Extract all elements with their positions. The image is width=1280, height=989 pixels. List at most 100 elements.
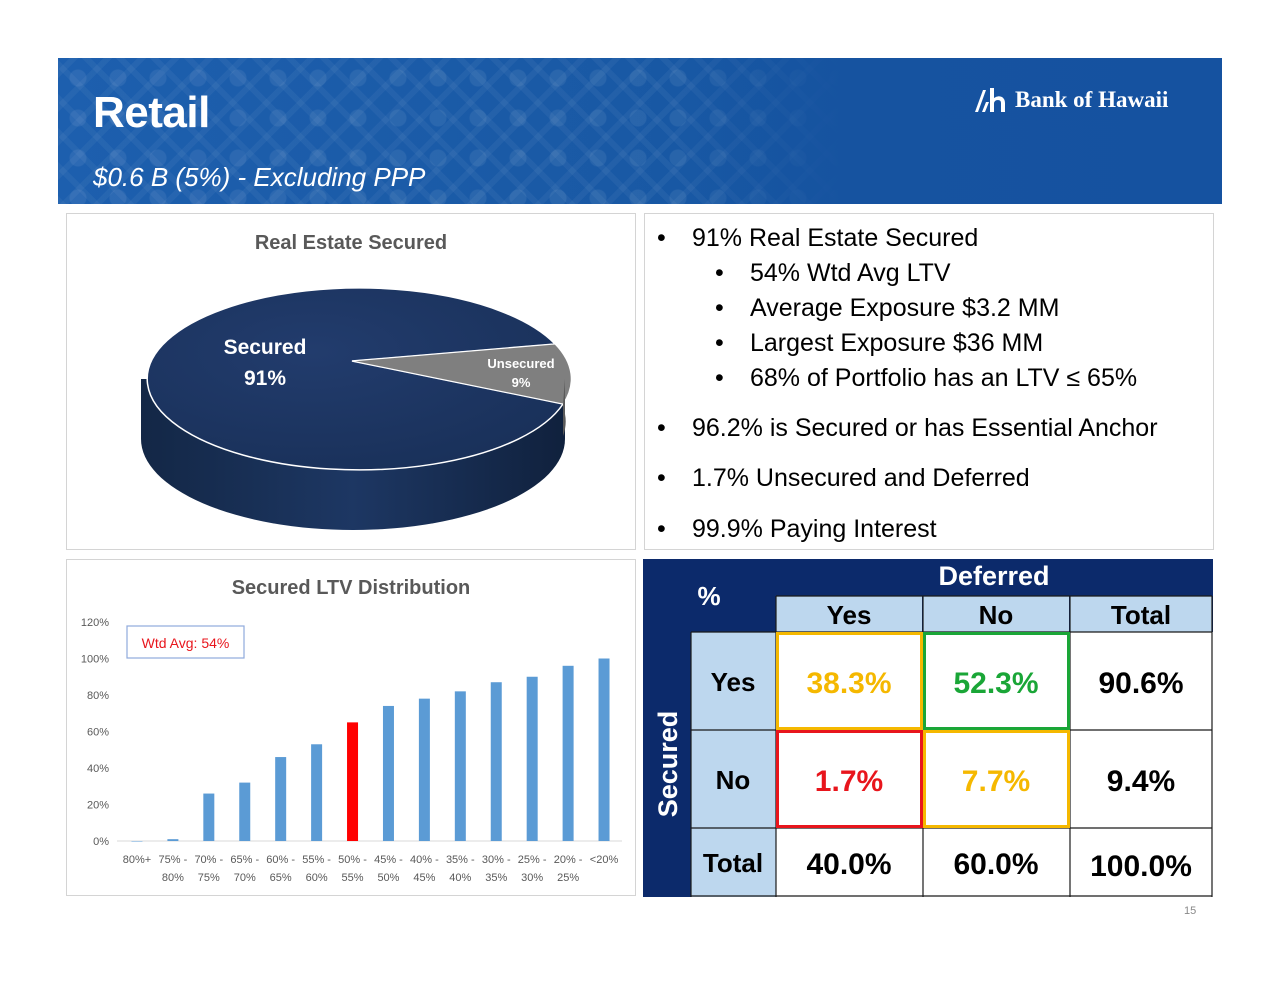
y-axis-ticks: 0% 20% 40% 60% 80% 100% 120%: [81, 617, 109, 848]
pie-chart: Real Estate Secured Secured 91% Unsecure…: [141, 232, 572, 530]
bullet-dot: •: [657, 515, 666, 543]
row-header-total: Total: [703, 848, 763, 878]
x-tick-label-top: 70% -: [194, 854, 223, 866]
bar-13: [598, 658, 610, 841]
bullet-dot: •: [657, 464, 666, 492]
cell-total-deferred-no: 60.0%: [953, 848, 1038, 881]
y-tick-label: 20%: [87, 800, 109, 812]
col-header-no-bg: [923, 596, 1069, 632]
wtd-avg-annotation-box: [126, 625, 245, 659]
bar-11: [526, 676, 538, 841]
row-header-yes: Yes: [711, 667, 756, 697]
col-header-yes-bg: [776, 596, 922, 632]
bullet-dot: •: [657, 414, 666, 442]
bullet-text: 54% Wtd Avg LTV: [750, 259, 951, 287]
cell-secured-yes-deferred-no: 52.3%: [953, 667, 1038, 700]
col-header-no: No: [979, 600, 1014, 630]
bullet-text: 68% of Portfolio has an LTV ≤ 65%: [750, 364, 1138, 392]
bullet-dot: •: [715, 259, 724, 287]
x-tick-label-top: 55% -: [302, 854, 331, 866]
y-tick-label: 0%: [93, 836, 109, 848]
row-header-no-bg: [691, 730, 776, 828]
x-tick-label-top: 40% -: [410, 854, 439, 866]
table-corner-label: %: [697, 581, 720, 611]
x-tick-label-bottom: 50%: [377, 872, 399, 884]
cell-total-total: 100.0%: [1090, 850, 1192, 883]
bar-chart-title: Secured LTV Distribution: [232, 577, 471, 599]
bullet-text: 99.9% Paying Interest: [692, 515, 937, 543]
bullet-dot: •: [715, 364, 724, 392]
col-header-yes: Yes: [827, 600, 872, 630]
bar-6: [347, 722, 359, 841]
bullet-text: 1.7% Unsecured and Deferred: [692, 464, 1030, 492]
bar-5: [311, 744, 323, 841]
bullet-dot: •: [657, 224, 666, 252]
page-subtitle: $0.6 B (5%) - Excluding PPP: [93, 162, 426, 192]
page-title: Retail: [93, 88, 210, 137]
pie-slice-unsecured-side: [563, 379, 566, 436]
pie-chart-panel: Real Estate Secured Secured 91% Unsecure…: [66, 213, 636, 550]
bar-9: [454, 691, 466, 841]
bullet-dot: •: [715, 294, 724, 322]
y-tick-label: 60%: [87, 727, 109, 739]
cell-total-deferred-yes: 40.0%: [806, 848, 891, 881]
table-secured-header: Secured: [653, 711, 683, 818]
key-points-panel: • 91% Real Estate Secured • 54% Wtd Avg …: [644, 213, 1214, 550]
table-deferred-header: Deferred: [938, 561, 1049, 591]
x-tick-label-bottom: 80%: [162, 872, 184, 884]
cell-border-red: [776, 730, 923, 828]
x-tick-label-bottom: 40%: [449, 872, 471, 884]
x-tick-label-top: 60% -: [266, 854, 295, 866]
pie-value-unsecured: 9%: [512, 375, 531, 390]
x-tick-label-top: 50% -: [338, 854, 367, 866]
y-tick-label: 40%: [87, 763, 109, 775]
x-tick-label-top: 20% -: [554, 854, 583, 866]
pie-title: Real Estate Secured: [255, 232, 447, 254]
bar-chart-panel: Secured LTV Distribution Wtd Avg: 54% 0%…: [66, 559, 636, 896]
bullet-text: Largest Exposure $36 MM: [750, 329, 1044, 357]
cell-secured-no-deferred-yes: 1.7%: [815, 765, 883, 798]
pie-label-secured: Secured: [224, 336, 307, 359]
bar-4: [275, 757, 287, 841]
x-tick-label-top: 35% -: [446, 854, 475, 866]
col-header-total: Total: [1111, 600, 1171, 630]
bank-logo: Bank of Hawaii: [973, 86, 1168, 114]
x-tick-label-bottom: 35%: [485, 872, 507, 884]
y-tick-label: 80%: [87, 690, 109, 702]
bar-0: [131, 841, 143, 842]
page-number: 15: [1184, 905, 1197, 917]
x-tick-label-bottom: 75%: [198, 872, 220, 884]
table-row-group-bg: [643, 559, 691, 897]
cell-border-yellow: [923, 730, 1070, 828]
bar-7: [382, 705, 394, 841]
bank-of-hawaii-logo-icon: [975, 88, 1005, 112]
row-header-total-bg: [691, 828, 776, 897]
x-tick-label-top: 80%+: [123, 854, 151, 866]
bar-series: [131, 658, 610, 842]
pie-value-secured: 91%: [244, 367, 286, 390]
cell-secured-yes-deferred-yes: 38.3%: [806, 667, 891, 700]
deferred-secured-table: % Deferred Yes No Total Secured Yes No T…: [643, 559, 1213, 897]
header-banner: Retail $0.6 B (5%) - Excluding PPP Bank …: [58, 58, 1222, 204]
cell-border-green: [923, 632, 1070, 730]
bar-1: [167, 839, 179, 841]
x-tick-label-bottom: 70%: [234, 872, 256, 884]
x-tick-label-bottom: 30%: [521, 872, 543, 884]
x-tick-label-bottom: 65%: [270, 872, 292, 884]
logo-text: Bank of Hawaii: [1015, 87, 1169, 112]
cell-secured-no-total: 9.4%: [1107, 765, 1175, 798]
x-tick-label-top: 65% -: [230, 854, 259, 866]
cell-secured-no-deferred-no: 7.7%: [962, 765, 1030, 798]
bar-10: [490, 682, 502, 841]
pie-slice-secured: [146, 287, 565, 471]
bar-chart: Secured LTV Distribution Wtd Avg: 54% 0%…: [81, 577, 622, 884]
y-tick-label: 120%: [81, 617, 109, 629]
pie-label-unsecured: Unsecured: [487, 356, 554, 371]
x-tick-label-bottom: 60%: [306, 872, 328, 884]
bullet-text: 91% Real Estate Secured: [692, 224, 979, 252]
x-tick-label-top: 30% -: [482, 854, 511, 866]
x-tick-label-bottom: 55%: [342, 872, 364, 884]
x-tick-label-top: <20%: [590, 854, 619, 866]
y-tick-label: 100%: [81, 654, 109, 666]
cell-secured-yes-total: 90.6%: [1098, 667, 1183, 700]
